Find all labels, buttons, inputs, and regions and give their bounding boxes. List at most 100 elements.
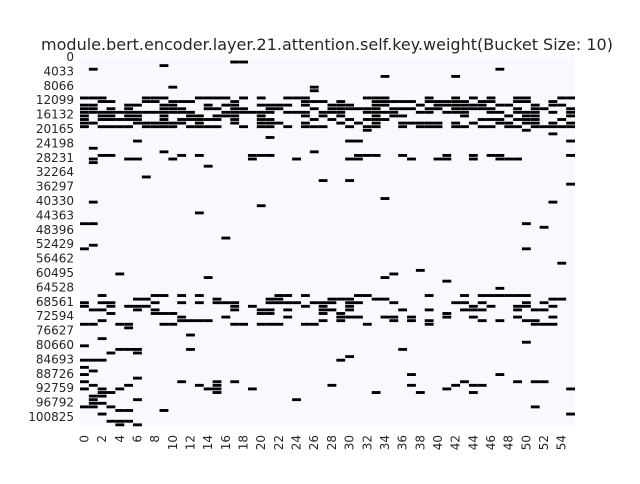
heatmap-cell: [115, 409, 125, 412]
heatmap-cell: [539, 107, 549, 111]
heatmap-cell: [468, 103, 478, 107]
heatmap-cell: [442, 103, 452, 107]
heatmap-cell: [80, 301, 89, 305]
heatmap-cell: [212, 125, 222, 129]
heatmap-cell: [389, 315, 399, 319]
heatmap-cell: [354, 139, 363, 143]
heatmap-cell: [133, 103, 142, 107]
x-tick-label: 8: [148, 435, 162, 443]
heatmap-cell: [274, 294, 284, 297]
heatmap-cell: [345, 107, 355, 111]
heatmap-cell: [194, 125, 204, 129]
heatmap-cell: [530, 405, 540, 409]
heatmap-cell: [460, 103, 469, 107]
heatmap-cell: [80, 114, 89, 118]
heatmap-cell: [442, 157, 452, 161]
heatmap-cell: [521, 222, 531, 226]
heatmap-cell: [336, 107, 346, 111]
heatmap-cell: [124, 419, 134, 423]
heatmap-cell: [477, 294, 487, 297]
heatmap-cell: [88, 121, 98, 125]
heatmap-cell: [336, 103, 346, 107]
heatmap-cell: [380, 96, 390, 100]
heatmap-cell: [159, 409, 169, 412]
heatmap-cell: [203, 125, 213, 129]
heatmap-cell: [442, 110, 452, 114]
heatmap-cell: [212, 114, 222, 118]
heatmap-cell: [88, 96, 98, 100]
heatmap-cell: [141, 110, 151, 114]
heatmap-cell: [88, 200, 98, 204]
heatmap-cell: [256, 96, 266, 100]
heatmap-cell: [389, 272, 399, 276]
heatmap-cell: [371, 103, 381, 107]
heatmap-cell: [133, 398, 142, 402]
heatmap-cell: [88, 243, 98, 247]
heatmap-cell: [336, 312, 346, 315]
heatmap-cell: [371, 114, 381, 118]
heatmap-cell: [504, 121, 514, 125]
y-tick-label: 100825: [28, 410, 74, 424]
heatmap-cell: [194, 153, 204, 157]
heatmap-cell: [345, 301, 355, 305]
x-tick-label: 20: [254, 435, 268, 450]
heatmap-cell: [186, 100, 195, 103]
heatmap-cell: [318, 312, 328, 315]
heatmap-cell: [433, 157, 443, 161]
heatmap-cell: [424, 294, 434, 297]
heatmap-cell: [283, 294, 293, 297]
heatmap-cell: [557, 261, 567, 265]
x-tick-label: 2: [95, 435, 109, 443]
heatmap-cell: [230, 118, 240, 121]
heatmap-cell: [345, 308, 355, 312]
heatmap-cell: [495, 118, 505, 121]
heatmap-cell: [133, 308, 142, 312]
heatmap-cell: [97, 337, 107, 341]
heatmap-cell: [486, 125, 496, 129]
heatmap-cell: [212, 387, 222, 391]
heatmap-cell: [398, 308, 408, 312]
heatmap-cell: [566, 125, 575, 129]
heatmap-cell: [513, 380, 522, 384]
heatmap-cell: [177, 121, 187, 125]
heatmap-cell: [239, 107, 248, 111]
heatmap-cell: [133, 423, 142, 427]
heatmap-cell: [150, 308, 160, 312]
heatmap-cell: [424, 319, 434, 323]
heatmap-cell: [292, 96, 301, 100]
heatmap-cell: [460, 110, 469, 114]
heatmap-cell: [362, 96, 372, 100]
heatmap-cell: [256, 103, 266, 107]
heatmap-cell: [309, 100, 319, 103]
heatmap-cell: [371, 153, 381, 157]
heatmap-cell: [548, 100, 558, 103]
heatmap-cell: [530, 103, 540, 107]
heatmap-cell: [150, 96, 160, 100]
heatmap-cell: [97, 391, 107, 394]
heatmap-cell: [442, 387, 452, 391]
heatmap-cell: [106, 107, 116, 111]
heatmap-cell: [230, 114, 240, 118]
heatmap-cell: [460, 308, 469, 312]
heatmap-cell: [212, 380, 222, 384]
heatmap-cell: [495, 157, 505, 161]
heatmap-cell: [265, 301, 275, 305]
heatmap-cell: [362, 128, 372, 132]
x-tick-label: 54: [555, 435, 569, 450]
heatmap-cell: [256, 121, 266, 125]
heatmap-cell: [265, 153, 275, 157]
heatmap-cell: [557, 125, 567, 129]
heatmap-cell: [106, 419, 116, 423]
heatmap-cell: [88, 322, 98, 326]
heatmap-cell: [530, 125, 540, 129]
heatmap-cell: [380, 103, 390, 107]
heatmap-cell: [407, 315, 416, 319]
heatmap-cell: [80, 365, 89, 369]
y-tick-label: 64528: [36, 280, 74, 294]
heatmap-cell: [88, 398, 98, 402]
heatmap-cell: [548, 121, 558, 125]
heatmap-cell: [495, 67, 505, 71]
heatmap-cell: [318, 308, 328, 312]
heatmap-cell: [371, 121, 381, 125]
y-tick-label: 88726: [36, 367, 74, 381]
